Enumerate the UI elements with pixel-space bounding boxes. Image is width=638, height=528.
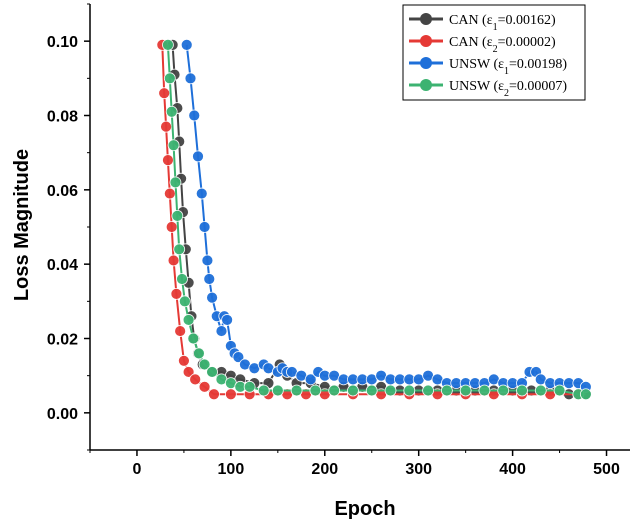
y-tick-label: 0.04 — [47, 257, 78, 274]
data-point — [243, 380, 256, 393]
data-point — [478, 384, 491, 397]
legend-item: CAN (ε1=0.00162) — [409, 13, 556, 33]
data-point — [187, 332, 200, 345]
y-tick-label: 0.06 — [47, 183, 78, 200]
legend-item: UNSW (ε2=0.00007) — [409, 79, 567, 99]
data-point — [497, 384, 510, 397]
legend-label: CAN (ε1=0.00162) — [449, 13, 556, 33]
legend: CAN (ε1=0.00162)CAN (ε2=0.00002)UNSW (ε1… — [402, 4, 586, 101]
legend-marker — [420, 35, 432, 47]
data-point — [182, 366, 195, 378]
x-tick-label: 500 — [593, 461, 620, 478]
y-tick-label: 0.08 — [47, 109, 78, 126]
series-layer — [156, 38, 592, 401]
data-point — [176, 273, 188, 285]
data-point — [208, 388, 220, 401]
data-point — [165, 221, 178, 233]
data-point — [309, 384, 322, 397]
data-point — [365, 384, 378, 397]
data-point — [198, 380, 211, 393]
data-point — [201, 254, 214, 267]
x-tick-label: 300 — [405, 461, 432, 478]
data-point — [206, 366, 218, 378]
data-point — [180, 38, 193, 51]
data-point — [257, 384, 270, 397]
legend-label: CAN (ε2=0.00002) — [449, 35, 556, 55]
data-point — [188, 109, 201, 122]
y-tick-label: 0.00 — [47, 406, 78, 423]
data-point — [534, 384, 547, 397]
data-point — [384, 384, 397, 397]
data-point — [171, 209, 184, 222]
data-point — [271, 384, 284, 397]
data-point — [290, 384, 303, 397]
legend-label: UNSW (ε2=0.00007) — [449, 79, 567, 99]
legend-marker — [420, 13, 432, 25]
data-point — [158, 87, 171, 100]
series-2 — [180, 38, 592, 393]
x-tick-label: 0 — [133, 461, 142, 478]
legend-marker — [420, 79, 432, 91]
data-point — [170, 287, 183, 300]
x-axis-label: Epoch — [334, 498, 395, 520]
data-point — [160, 120, 172, 133]
axes — [84, 3, 630, 456]
data-point — [167, 254, 180, 267]
y-tick-label: 0.02 — [47, 332, 78, 349]
data-point — [579, 388, 592, 401]
data-point — [459, 384, 472, 397]
tick-labels: 0 100 200 300 400 500 0.00 0.02 0.04 0.06 0.08 0.10 — [47, 34, 620, 478]
data-point — [304, 373, 317, 386]
data-point — [347, 384, 359, 397]
data-point — [165, 105, 178, 118]
data-point — [173, 243, 186, 256]
data-point — [184, 72, 197, 85]
x-tick-label: 200 — [311, 461, 338, 478]
series-3 — [162, 38, 592, 401]
data-point — [167, 139, 180, 152]
data-point — [215, 325, 228, 337]
y-axis-label: Loss Magnitude — [11, 149, 33, 301]
legend-marker — [420, 57, 432, 69]
data-point — [440, 384, 453, 397]
data-point — [162, 154, 174, 167]
data-point — [232, 351, 245, 363]
data-point — [203, 273, 216, 285]
data-point — [193, 347, 205, 360]
y-tick-label: 0.10 — [47, 34, 78, 51]
data-point — [163, 187, 176, 200]
data-point — [198, 358, 211, 371]
x-tick-label: 400 — [499, 461, 526, 478]
data-point — [516, 384, 528, 397]
legend-item: UNSW (ε1=0.00198) — [409, 57, 567, 77]
data-point — [192, 150, 204, 163]
data-point — [163, 72, 176, 85]
data-point — [224, 388, 237, 401]
data-point — [206, 291, 218, 304]
data-point — [195, 187, 208, 200]
legend-item: CAN (ε2=0.00002) — [409, 35, 556, 55]
data-point — [422, 384, 434, 397]
data-point — [221, 314, 234, 326]
data-point — [174, 325, 187, 337]
data-point — [328, 384, 341, 397]
data-point — [189, 373, 202, 386]
data-point — [182, 314, 195, 326]
x-tick-label: 100 — [218, 461, 245, 478]
data-point — [198, 221, 211, 233]
data-point — [169, 176, 182, 189]
data-point — [403, 384, 416, 397]
data-point — [178, 295, 191, 308]
data-point — [162, 38, 174, 51]
legend-label: UNSW (ε1=0.00198) — [449, 57, 567, 77]
data-point — [553, 384, 566, 397]
data-point — [178, 354, 190, 367]
